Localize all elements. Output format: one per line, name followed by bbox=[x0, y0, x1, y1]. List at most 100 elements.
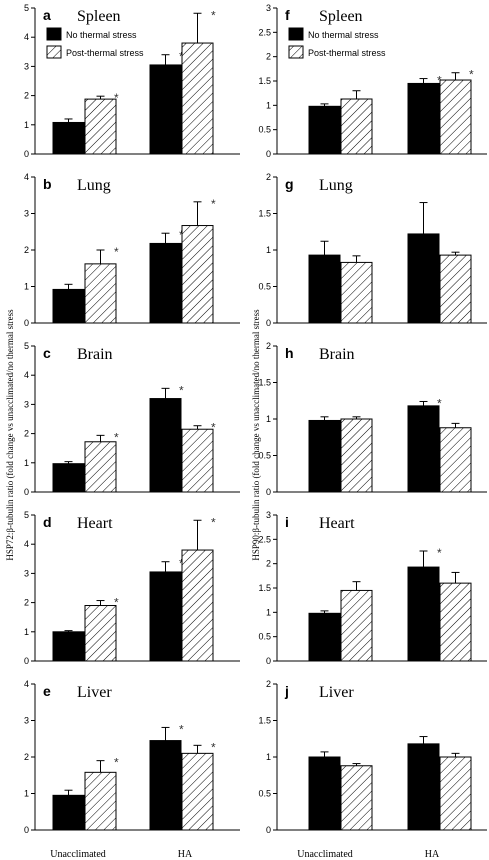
panel-c-bar-s0-c0 bbox=[52, 463, 85, 493]
panel-i-ytick-label-3: 1.5 bbox=[258, 583, 271, 593]
panel-g-bar-s1-c1 bbox=[439, 254, 472, 324]
panel-i-significance-s0-c1: * bbox=[437, 546, 442, 560]
panel-d-ytick-label-2: 2 bbox=[24, 598, 29, 608]
panel-e-ytick-label-4: 4 bbox=[24, 679, 29, 689]
panel-i-ytick-label-6: 3 bbox=[266, 510, 271, 520]
panel-g: 0 0.5 1 1.5 2 g Lung bbox=[258, 172, 487, 328]
panel-j-ytick-label-3: 1.5 bbox=[258, 716, 271, 726]
panel-c-ytick-label-5: 5 bbox=[24, 341, 29, 351]
panel-h-bar-s0-c0 bbox=[308, 419, 341, 493]
panel-e-ytick-label-0: 0 bbox=[24, 825, 29, 835]
panel-g-bar-s1-c0 bbox=[340, 261, 373, 324]
panel-g-ytick-label-4: 2 bbox=[266, 172, 271, 182]
panel-c-significance-s1-c1: * bbox=[211, 421, 216, 435]
panel-f: 00.511.522.53 f Spleen* *No thermal stressP… bbox=[258, 3, 487, 159]
panel-g-title: Lung bbox=[319, 177, 353, 194]
panel-j-bar-s1-c0 bbox=[340, 765, 373, 831]
panel-d-bar-s0-c0 bbox=[52, 631, 85, 662]
panel-d-significance-s1-c1: * bbox=[211, 515, 216, 529]
panel-i-title: Heart bbox=[319, 515, 355, 532]
panel-f-letter: f bbox=[285, 7, 290, 23]
panel-i-ytick-label-0: 0 bbox=[266, 656, 271, 666]
panel-d-letter: d bbox=[43, 514, 52, 530]
panel-e-ytick-label-3: 3 bbox=[24, 716, 29, 726]
panel-d-significance-s1-c0: * bbox=[114, 596, 119, 610]
panel-b-ytick-label-0: 0 bbox=[24, 318, 29, 328]
panel-b-letter: b bbox=[43, 176, 52, 192]
panel-i-letter: i bbox=[285, 514, 289, 530]
panel-h-significance-s0-c1: * bbox=[437, 396, 442, 410]
panel-h-title: Brain bbox=[319, 346, 355, 363]
panel-h-letter: h bbox=[285, 345, 294, 361]
panel-j-title: Liver bbox=[319, 684, 354, 701]
panel-d-title: Heart bbox=[77, 515, 113, 532]
panel-b-significance-s1-c0: * bbox=[114, 245, 119, 259]
panel-g-ytick-label-0: 0 bbox=[266, 318, 271, 328]
panel-b-ytick-label-1: 1 bbox=[24, 282, 29, 292]
panel-a-ytick-label-0: 0 bbox=[24, 149, 29, 159]
panel-a-legend-swatch-0 bbox=[46, 27, 62, 41]
panel-b-bar-s0-c0 bbox=[52, 288, 85, 324]
panel-a-legend-swatch-1 bbox=[46, 45, 62, 59]
panel-h-bar-s1-c0 bbox=[340, 418, 373, 493]
panel-f-legend-label-0: No thermal stress bbox=[308, 30, 379, 40]
panel-f-legend-swatch-0 bbox=[288, 27, 304, 41]
panel-f-ytick-label-2: 1 bbox=[266, 100, 271, 110]
x-category-label-right-1: HA bbox=[425, 849, 440, 860]
panel-e-ytick-label-1: 1 bbox=[24, 789, 29, 799]
panel-d-ytick-label-4: 4 bbox=[24, 539, 29, 549]
panel-g-ytick-label-1: 0.5 bbox=[258, 282, 271, 292]
panel-c-ytick-label-0: 0 bbox=[24, 487, 29, 497]
panel-b-ytick-label-4: 4 bbox=[24, 172, 29, 182]
panel-c-significance-s0-c1: * bbox=[179, 383, 184, 397]
panel-j: 0 0.5 1 1.5 2 j Liver bbox=[258, 679, 487, 835]
panel-g-ytick-label-3: 1.5 bbox=[258, 209, 271, 219]
panel-e-bar-s0-c1 bbox=[149, 740, 182, 831]
panel-f-ytick-label-3: 1.5 bbox=[258, 76, 271, 86]
panel-b-bar-s0-c1 bbox=[149, 242, 182, 324]
panel-h-bar-s0-c1 bbox=[407, 405, 440, 493]
panel-a-title: Spleen bbox=[77, 8, 121, 25]
panel-e-bar-s1-c1 bbox=[181, 752, 214, 831]
panel-a-ytick-label-5: 5 bbox=[24, 3, 29, 13]
panel-i-bar-s0-c0 bbox=[308, 612, 341, 662]
panel-d-bar-s0-c1 bbox=[149, 571, 182, 662]
panel-a-letter: a bbox=[43, 7, 51, 23]
panel-b-ytick-label-2: 2 bbox=[24, 245, 29, 255]
panel-f-ytick-label-4: 2 bbox=[266, 52, 271, 62]
panel-a-legend-label-0: No thermal stress bbox=[66, 30, 137, 40]
panel-f-ytick-label-0: 0 bbox=[266, 149, 271, 159]
right-y-axis-label: HSP90:β-tubulin ratio (fold change vs un… bbox=[251, 309, 261, 561]
panel-f-significance-s1-c1: * bbox=[469, 68, 474, 82]
left-y-axis-label: HSP72:β-tubulin ratio (fold change vs un… bbox=[5, 309, 15, 561]
panel-f-bar-s1-c0 bbox=[340, 98, 373, 155]
panel-j-ytick-label-4: 2 bbox=[266, 679, 271, 689]
panel-j-bar-s0-c1 bbox=[407, 743, 440, 831]
panel-b-title: Lung bbox=[77, 177, 111, 194]
panel-g-bar-s0-c1 bbox=[407, 233, 440, 324]
panel-f-bar-s0-c0 bbox=[308, 105, 341, 155]
panel-f-legend-label-1: Post-thermal stress bbox=[308, 48, 386, 58]
panel-e-ytick-label-2: 2 bbox=[24, 752, 29, 762]
panel-f-legend-swatch-1 bbox=[288, 45, 304, 59]
panel-j-ytick-label-1: 0.5 bbox=[258, 789, 271, 799]
panel-c: 0 1 2 3 4 5 c Brain * * * bbox=[24, 341, 240, 497]
panel-i-bar-s1-c0 bbox=[340, 589, 373, 662]
panel-a-ytick-label-1: 1 bbox=[24, 120, 29, 130]
panel-f-ytick-label-6: 3 bbox=[266, 3, 271, 13]
panel-j-ytick-label-2: 1 bbox=[266, 752, 271, 762]
panel-e-significance-s0-c1: * bbox=[179, 722, 184, 736]
x-category-label-left-0: Unacclimated bbox=[50, 849, 106, 860]
panel-c-ytick-label-3: 3 bbox=[24, 399, 29, 409]
panel-h-ytick-label-2: 1 bbox=[266, 414, 271, 424]
panel-d-ytick-label-3: 3 bbox=[24, 568, 29, 578]
panel-a-ytick-label-3: 3 bbox=[24, 61, 29, 71]
panel-h: 0 0.5 1 1.5 2 h Brain * bbox=[258, 341, 487, 497]
panel-b-ytick-label-3: 3 bbox=[24, 209, 29, 219]
panel-e-significance-s1-c1: * bbox=[211, 740, 216, 754]
panel-b-bar-s1-c1 bbox=[181, 225, 214, 324]
panel-e-letter: e bbox=[43, 683, 51, 699]
